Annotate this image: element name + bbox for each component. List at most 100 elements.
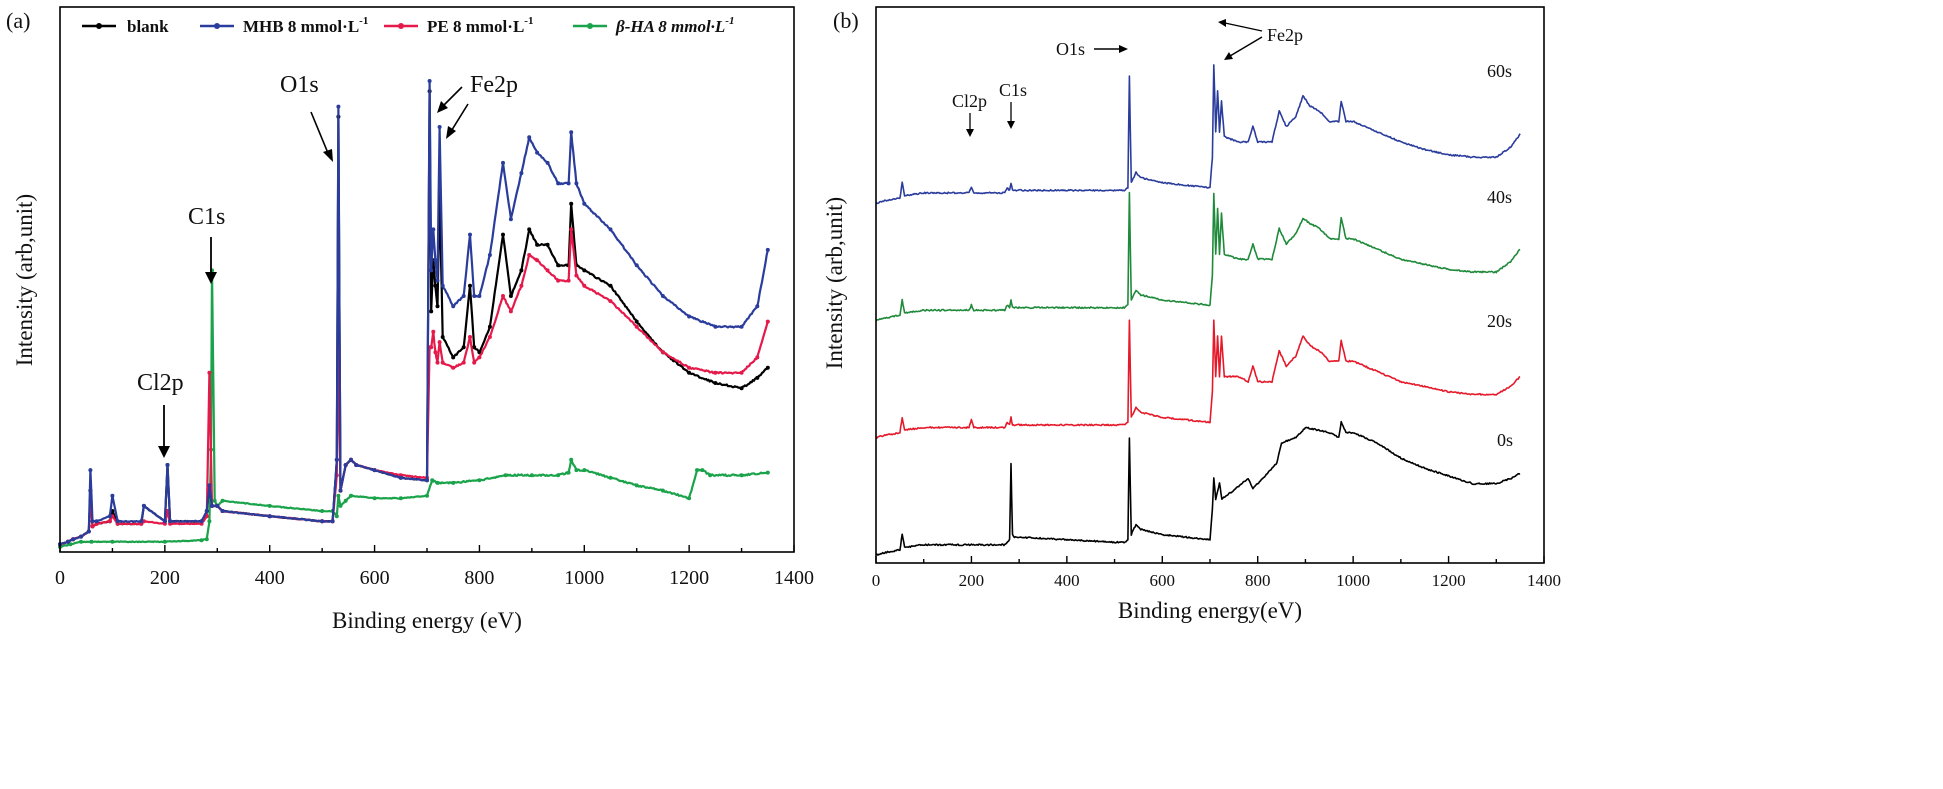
panel-a-point: [139, 519, 144, 524]
panel-a-point: [660, 294, 665, 298]
panel-a-point: [582, 283, 587, 288]
panel-b-tick-label: 1000: [1336, 571, 1370, 590]
panel-a-point: [451, 304, 456, 309]
panel-a-point: [527, 253, 532, 257]
panel-a-point: [477, 355, 482, 360]
panel-a-point: [566, 181, 571, 186]
panel-a-point: [215, 503, 220, 508]
panel-a-point: [634, 263, 639, 268]
panel-a-point: [372, 468, 377, 473]
panel-a-point: [695, 468, 699, 473]
panel-a-point: [713, 370, 718, 375]
panel-a-point: [451, 365, 456, 370]
panel-a-point: [634, 319, 639, 324]
legend-marker-beta-ha: [587, 23, 593, 29]
panel-a-point: [90, 519, 95, 524]
panel-b-series-group: [875, 64, 1521, 556]
panel-a-point: [429, 345, 434, 350]
panel-a-point: [451, 355, 456, 360]
arrow-o1s: [310, 111, 331, 159]
panel-a-legend: blank MHB 8 mmol·L-1 PE 8 mmol·L-1 β-HA …: [82, 15, 734, 36]
legend-marker-blank: [96, 23, 102, 29]
panel-a-point: [461, 294, 466, 298]
legend-entry-pe: PE 8 mmol·L-1: [384, 15, 533, 36]
panel-b-tick-label: 0: [872, 571, 881, 590]
panel-a-point: [608, 299, 613, 304]
panel-a-point: [429, 309, 434, 314]
panel-a-point: [398, 496, 403, 501]
panel-a-point: [713, 381, 718, 385]
arrowhead-c1s: [205, 272, 217, 284]
panel-a-point: [556, 181, 561, 186]
panel-a-point: [519, 171, 524, 176]
panel-a-point: [207, 370, 212, 375]
panel-a-point: [440, 335, 445, 339]
panel-a-point: [431, 329, 436, 334]
panel-a: (a) 0 200 400 600 800 1000 1200 1400 Binding en…: [6, 6, 814, 633]
panel-a-point: [608, 227, 613, 232]
panel-a-point: [165, 463, 170, 467]
panel-a-point: [468, 232, 472, 237]
panel-a-point: [487, 253, 492, 257]
panel-a-point: [437, 125, 442, 129]
panel-a-point: [556, 278, 561, 283]
panel-a-point: [212, 498, 217, 503]
panel-a-series-group: [58, 79, 770, 549]
panel-a-point: [330, 519, 335, 524]
panel-a-point: [487, 335, 492, 339]
panel-a-point: [336, 493, 341, 498]
series-label-40s: 40s: [1487, 187, 1512, 207]
panel-a-point: [210, 503, 214, 508]
panel-a-point: [267, 514, 272, 519]
panel-a-point: [90, 524, 95, 529]
panel-a-point: [574, 468, 579, 473]
panel-a-point: [220, 498, 225, 503]
series-label-0s: 0s: [1497, 430, 1513, 450]
arrowhead-cl2p: [158, 446, 170, 458]
panel-a-point: [320, 509, 325, 513]
arrow-fe2p-2: [449, 103, 469, 134]
panel-a-point: [527, 227, 532, 232]
panel-a-point: [107, 514, 112, 519]
annotation-b-fe2p: Fe2p: [1267, 25, 1303, 45]
panel-a-point: [65, 539, 70, 544]
arrowhead-b-o1s: [1119, 45, 1128, 53]
panel-a-point: [574, 181, 579, 186]
panel-a-point: [566, 470, 571, 475]
panel-b-series-60s: [875, 64, 1521, 205]
series-label-60s: 60s: [1487, 61, 1512, 81]
panel-a-point: [435, 480, 440, 485]
panel-a-point: [334, 514, 339, 519]
panel-a-point: [519, 283, 524, 288]
panel-a-series-1: [59, 79, 769, 545]
panel-a-point: [556, 473, 561, 478]
annotation-c1s: C1s: [188, 204, 225, 230]
panel-a-point: [427, 79, 432, 83]
panel-a-point: [437, 340, 442, 345]
arrowhead-b-cl2p: [966, 129, 974, 137]
panel-a-point: [94, 519, 99, 524]
panel-a-point: [461, 345, 466, 350]
panel-a-tick-label: 400: [255, 567, 285, 589]
panel-b-series-labels: 60s 40s 20s 0s: [1487, 61, 1513, 450]
panel-a-series-2: [59, 228, 769, 546]
series-label-20s: 20s: [1487, 311, 1512, 331]
panel-a-point: [765, 365, 770, 370]
arrowhead-b-fe2p-2: [1224, 52, 1233, 60]
panel-a-point: [141, 503, 146, 508]
panel-a-point: [634, 483, 639, 488]
panel-b-tick-label: 1400: [1527, 571, 1561, 590]
panel-b-tick-label: 200: [959, 571, 985, 590]
panel-a-point: [168, 519, 173, 524]
panel-a-point: [477, 350, 482, 355]
panel-a-point: [433, 350, 438, 355]
panel-a-point: [713, 324, 718, 329]
panel-a-point: [765, 319, 770, 324]
panel-a-point: [501, 160, 505, 165]
panel-a-point: [336, 104, 341, 109]
panel-a-point: [334, 457, 339, 462]
panel-a-series-3: [59, 269, 768, 548]
panel-a-point: [708, 473, 713, 478]
panel-a-tick-label: 600: [360, 567, 390, 589]
